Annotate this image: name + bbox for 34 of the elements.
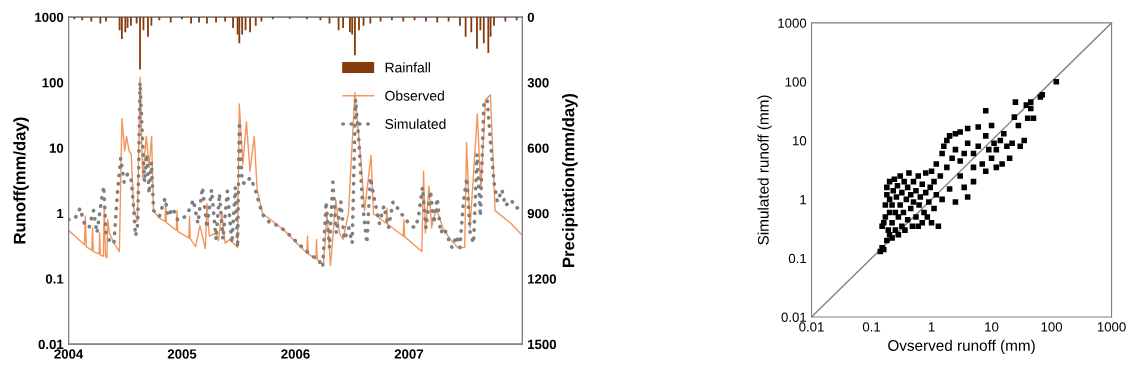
x-tick-label: 1000 <box>1097 322 1126 332</box>
x-tick-label: 10 <box>985 322 999 332</box>
x-tick-label: 2006 <box>281 349 310 359</box>
legend-label: Simulated <box>385 118 446 129</box>
x-axis-title: Ovserved runoff (mm) <box>888 339 1035 354</box>
y-tick-label: 100 <box>785 77 807 87</box>
y2-tick-label: 600 <box>527 143 549 153</box>
y-tick-label: 1 <box>800 195 807 205</box>
y-tick-label: 10 <box>49 143 64 153</box>
y-tick-label: 1000 <box>778 18 807 28</box>
x-tick-label: 2005 <box>167 349 197 359</box>
y2-tick-label: 1200 <box>528 274 557 284</box>
x-tick-label: 1 <box>928 322 935 332</box>
x-tick-label: 2004 <box>54 349 84 359</box>
y-tick-label: 100 <box>42 78 64 88</box>
y-axis-title: Simulated runoff (mm) <box>757 95 772 245</box>
y-tick-label: 0.01 <box>781 312 807 322</box>
y-tick-label: 10 <box>793 136 807 146</box>
x-tick-label: 0.1 <box>862 322 881 332</box>
y2-axis-title: Precipitation(mm/day) <box>562 93 578 268</box>
x-tick-label: 2007 <box>394 349 424 359</box>
y-tick-label: 1 <box>57 209 64 219</box>
y2-tick-label: 1500 <box>528 339 557 350</box>
y2-tick-label: 300 <box>527 78 549 88</box>
y2-tick-label: 0 <box>527 12 535 22</box>
y2-tick-label: 900 <box>527 208 549 219</box>
y-tick-label: 0.1 <box>788 253 807 264</box>
y-tick-label: 0.01 <box>38 339 64 350</box>
legend-label: Rainfall <box>385 62 430 73</box>
y-tick-label: 1000 <box>35 12 64 22</box>
y-tick-label: 0.1 <box>45 274 64 284</box>
legend-label: Observed <box>385 90 444 101</box>
x-tick-label: 100 <box>1041 322 1063 332</box>
y-axis-title: Runoff(mm/day) <box>13 117 29 244</box>
